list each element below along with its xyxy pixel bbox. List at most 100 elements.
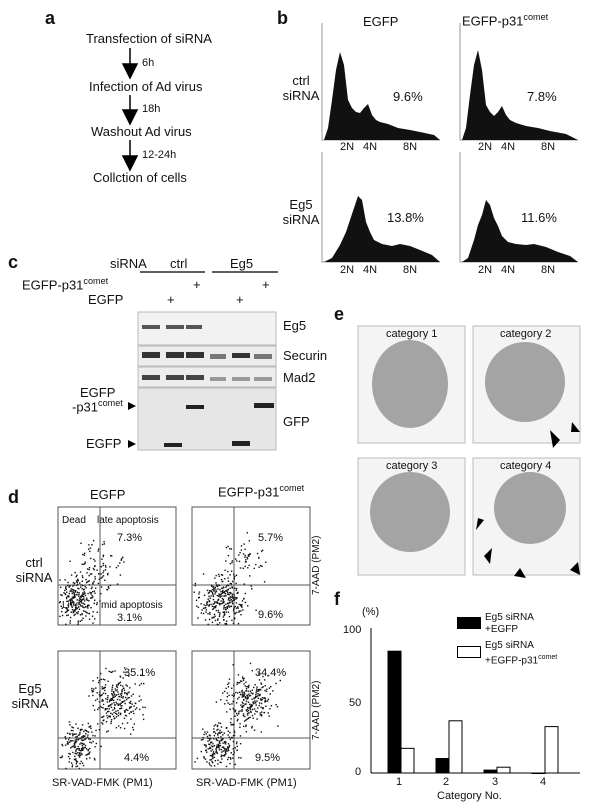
b-tick-8n-4: 8N xyxy=(541,264,556,276)
c-plus-2: + xyxy=(262,277,270,292)
d-quad-mid: mid apoptosis xyxy=(101,600,163,611)
panel-f-label: f xyxy=(334,589,340,609)
bar-2-p31comet xyxy=(448,720,463,774)
d-row-ctrl: ctrl siRNA xyxy=(15,555,53,585)
b-tick-4n-4: 4N xyxy=(501,264,516,276)
b-pct-ctrl-p31: 7.8% xyxy=(527,89,557,104)
b-row-ctrl: ctrl siRNA xyxy=(282,73,320,103)
e-category-1: category 1 xyxy=(386,328,438,340)
d-pct-ctrl-p31-ur: 5.7% xyxy=(258,532,284,544)
interval-12-24h: 12-24h xyxy=(142,149,177,161)
d-quad-dead: Dead xyxy=(62,515,86,526)
c-left-egfp: EGFP xyxy=(86,436,122,451)
d-pct-eg5-p31-ur: 34.4% xyxy=(255,667,287,679)
bar-1-p31comet xyxy=(400,747,415,774)
d-quad-live: Live xyxy=(62,600,81,611)
b-col-p31: EGFP-p31comet xyxy=(462,12,549,29)
f-xlabel: Category No. xyxy=(437,790,502,802)
d-quad-late: late apoptosis xyxy=(97,515,159,526)
band-eg5-1 xyxy=(142,325,160,329)
b-pct-ctrl-egfp: 9.6% xyxy=(393,89,423,104)
b-tick-4n-2: 4N xyxy=(501,141,516,153)
band-label-mad2: Mad2 xyxy=(283,370,316,385)
c-left-egfp-p31-2: -p31comet xyxy=(72,398,123,415)
step-washout: Washout Ad virus xyxy=(91,124,192,139)
bar-4-egfp xyxy=(531,772,546,774)
band-eg5-3 xyxy=(186,325,202,329)
band-label-securin: Securin xyxy=(283,348,328,363)
d-pct-ctrl-p31-lr: 9.6% xyxy=(258,609,284,621)
step-collection: Collction of cells xyxy=(93,170,187,185)
b-tick-4n-3: 4N xyxy=(363,264,378,276)
f-xtick-2: 2 xyxy=(443,776,450,788)
c-ctrl: ctrl xyxy=(170,256,188,271)
f-legend-swatch-1 xyxy=(457,617,481,629)
f-legend-2: Eg5 siRNA +EGFP-p31comet xyxy=(485,640,558,667)
f-ylabel: (%) xyxy=(362,606,380,618)
f-legend-1: Eg5 siRNA +EGFP xyxy=(485,612,534,635)
hist-eg5-p31 xyxy=(462,200,578,262)
interval-6h: 6h xyxy=(142,57,155,69)
d-col-p31: EGFP-p31comet xyxy=(218,483,305,500)
band-label-gfp: GFP xyxy=(283,414,310,429)
band-eg5-2 xyxy=(166,325,184,329)
c-p31-row: EGFP-p31comet xyxy=(22,276,109,293)
panel-d-label: d xyxy=(8,487,19,507)
hist-ctrl-egfp xyxy=(324,52,440,140)
f-ytick-0: 0 xyxy=(355,766,362,778)
b-tick-2n-4: 2N xyxy=(478,264,493,276)
d-pct-eg5-egfp-lr: 4.4% xyxy=(124,752,150,764)
d-col-egfp: EGFP xyxy=(90,487,126,502)
bar-3-p31comet xyxy=(496,766,511,774)
d-pct-eg5-p31-lr: 9.5% xyxy=(255,752,281,764)
f-xtick-4: 4 xyxy=(540,776,547,788)
b-tick-8n-3: 8N xyxy=(403,264,418,276)
d-xaxis-1: SR-VAD-FMK (PM1) xyxy=(52,777,153,789)
c-sirna: siRNA xyxy=(110,256,147,271)
f-ytick-100: 100 xyxy=(343,624,362,636)
f-xtick-3: 3 xyxy=(492,776,499,788)
b-pct-eg5-p31: 11.6% xyxy=(521,210,557,225)
hist-eg5-egfp xyxy=(324,196,440,262)
d-pct-ctrl-egfp-ur: 7.3% xyxy=(117,532,143,544)
c-plus-3: + xyxy=(167,292,175,307)
c-plus-4: + xyxy=(236,292,244,307)
panel-e-label: e xyxy=(334,304,345,324)
panel-c-label: c xyxy=(8,252,19,272)
b-tick-2n-2: 2N xyxy=(478,141,493,153)
b-tick-2n-3: 2N xyxy=(340,264,355,276)
b-pct-eg5-egfp: 13.8% xyxy=(387,210,424,225)
f-legend-swatch-2 xyxy=(457,646,481,658)
b-row-eg5: Eg5 siRNA xyxy=(282,197,320,227)
step-infection: Infection of Ad virus xyxy=(89,79,203,94)
band-label-eg5: Eg5 xyxy=(283,318,307,333)
bar-1-egfp xyxy=(387,650,402,774)
f-xtick-1: 1 xyxy=(396,776,403,788)
d-xaxis-2: SR-VAD-FMK (PM1) xyxy=(196,777,297,789)
interval-18h: 18h xyxy=(142,103,161,115)
d-pct-ctrl-egfp-lr: 3.1% xyxy=(117,612,143,624)
c-plus-1: + xyxy=(193,277,201,292)
b-col-egfp: EGFP xyxy=(363,14,399,29)
b-tick-4n-1: 4N xyxy=(363,141,378,153)
d-row-eg5: Eg5 siRNA xyxy=(11,681,49,711)
hist-ctrl-p31 xyxy=(462,50,578,140)
c-egfp-row: EGFP xyxy=(88,292,124,307)
b-tick-2n-1: 2N xyxy=(340,141,355,153)
c-left-egfp-p31-1: EGFP xyxy=(80,385,116,400)
b-tick-8n-2: 8N xyxy=(541,141,556,153)
bar-3-egfp xyxy=(483,769,498,774)
panel-a-label: a xyxy=(45,8,56,28)
e-category-4: category 4 xyxy=(500,460,552,472)
f-ytick-50: 50 xyxy=(349,697,362,709)
c-eg5: Eg5 xyxy=(230,256,254,271)
bar-2-egfp xyxy=(435,758,450,774)
panel-b-label: b xyxy=(277,8,288,28)
